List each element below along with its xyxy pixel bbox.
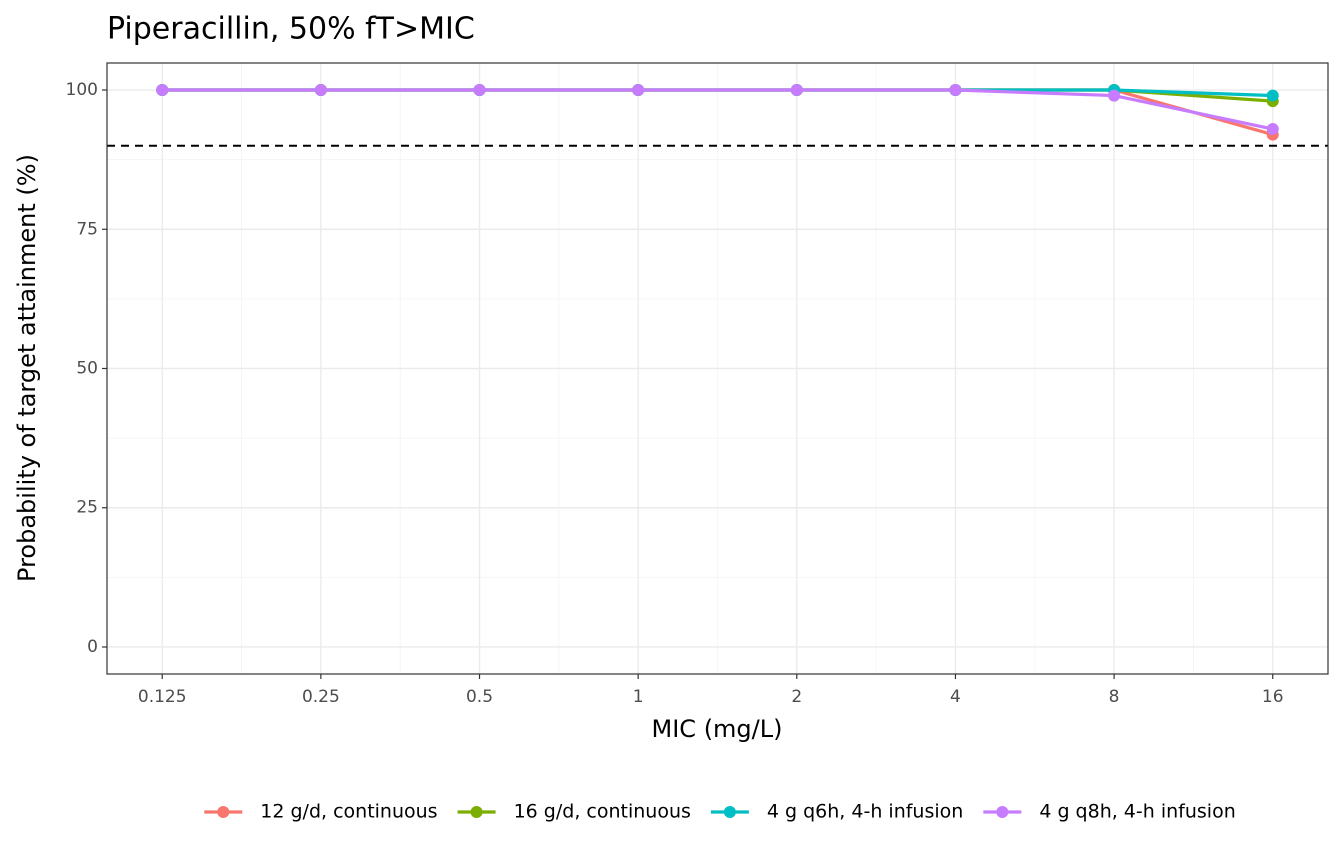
y-axis-label: Probability of target attainment (%) [13, 154, 41, 582]
x-tick-label: 0.5 [466, 687, 493, 707]
x-tick-label: 0.25 [302, 687, 340, 707]
legend-key-point [470, 806, 483, 818]
legend-key-point [217, 806, 230, 818]
x-tick-label: 4 [950, 687, 961, 707]
x-tick-label: 0.125 [138, 687, 187, 707]
legend-label: 16 g/d, continuous [514, 801, 691, 823]
legend: 12 g/d, continuous 16 g/d, continuous 4 g … [204, 801, 1236, 823]
data-point [314, 84, 327, 97]
y-tick-label: 0 [87, 637, 98, 657]
legend-label: 4 g q6h, 4-h infusion [767, 801, 963, 823]
chart-title: Piperacillin, 50% fT>MIC [107, 12, 475, 47]
x-axis-label: MIC (mg/L) [652, 715, 783, 743]
data-point [1266, 89, 1279, 102]
data-point [632, 84, 645, 97]
data-point [1266, 123, 1279, 136]
legend-label: 4 g q8h, 4-h infusion [1039, 801, 1235, 823]
y-tick-label: 25 [76, 498, 98, 518]
x-tick-label: 16 [1262, 687, 1284, 707]
y-tick-label: 100 [66, 80, 98, 100]
series-line [162, 88, 1274, 131]
legend-key-point [996, 806, 1009, 818]
x-tick-label: 2 [791, 687, 802, 707]
y-tick-label: 75 [76, 219, 98, 239]
x-tick-label: 1 [633, 687, 644, 707]
legend-key-point [723, 806, 736, 818]
legend-label: 12 g/d, continuous [260, 801, 437, 823]
data-point [790, 84, 803, 97]
x-tick-label: 8 [1109, 687, 1120, 707]
y-tick-label: 50 [76, 359, 98, 379]
data-point [1108, 89, 1121, 102]
data-point [156, 84, 169, 97]
data-point [473, 84, 486, 97]
data-point [949, 84, 962, 97]
plot-border [106, 62, 1329, 675]
